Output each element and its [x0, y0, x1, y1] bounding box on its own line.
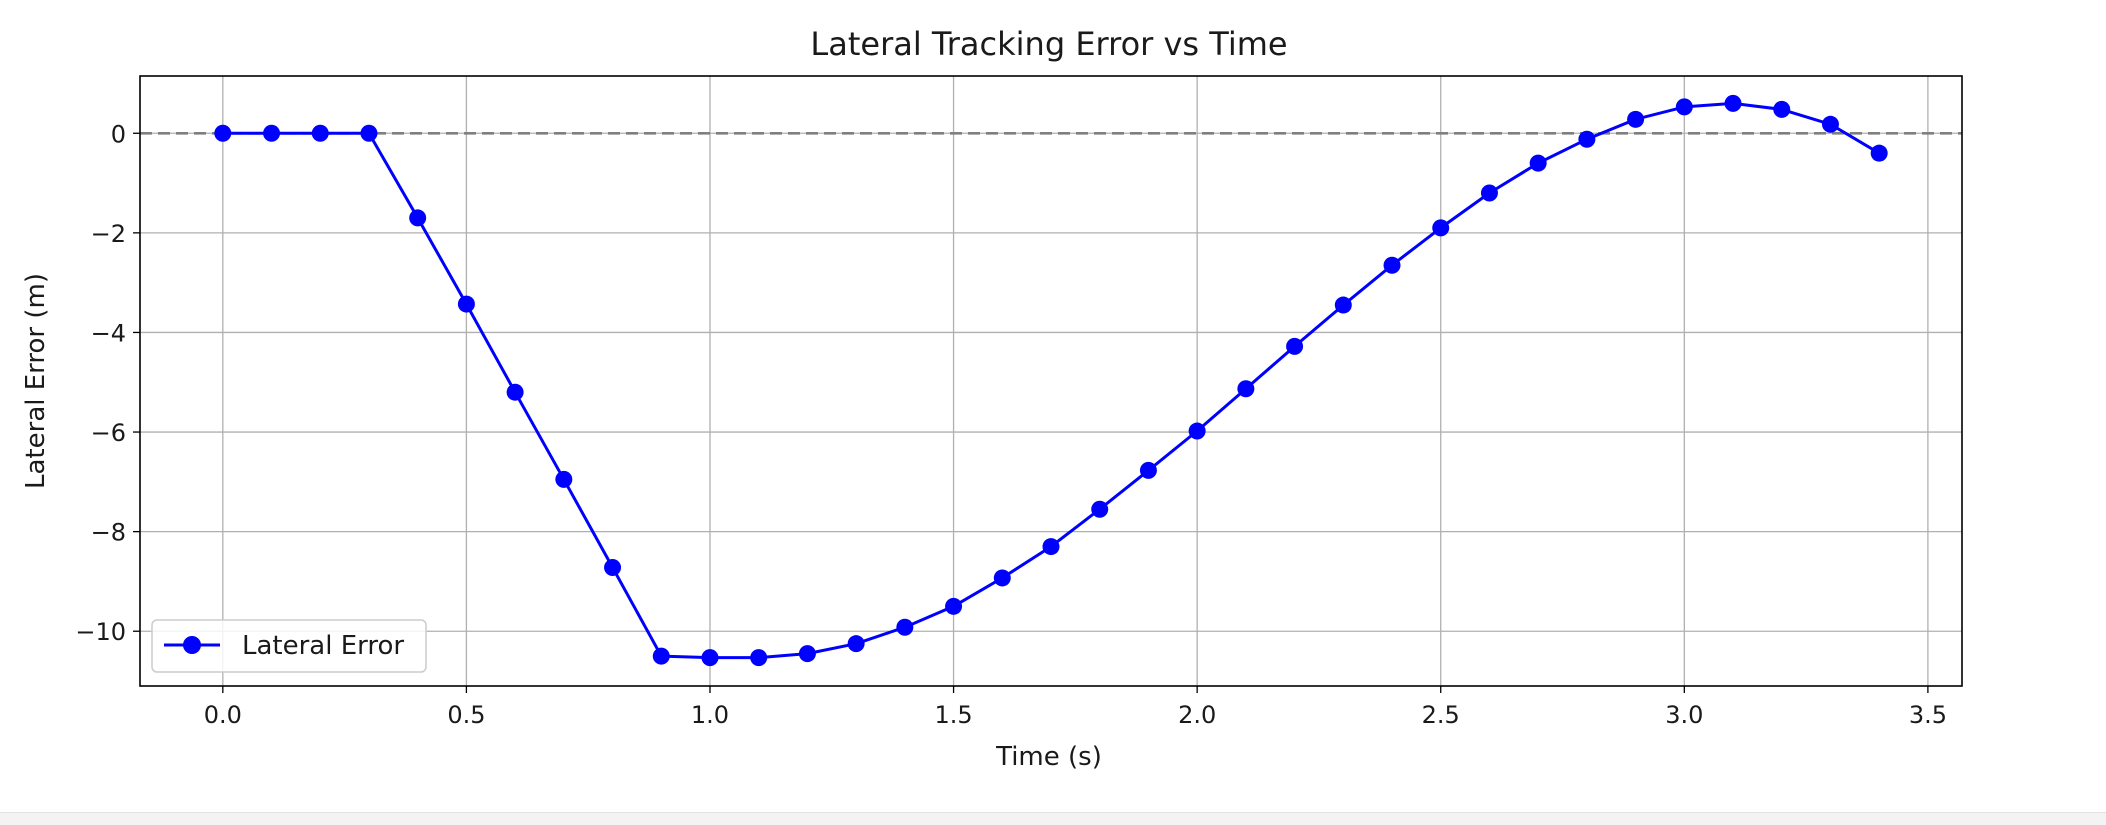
y-tick-label: −6 — [91, 419, 126, 447]
data-point — [360, 124, 378, 142]
data-point — [457, 295, 475, 313]
data-point — [1578, 130, 1596, 148]
data-point — [1870, 144, 1888, 162]
legend-label: Lateral Error — [242, 631, 404, 661]
y-tick-label: −4 — [91, 319, 126, 347]
y-axis-label: Lateral Error (m) — [21, 273, 51, 489]
data-point — [263, 124, 281, 142]
data-point — [1627, 110, 1645, 128]
data-point — [506, 383, 524, 401]
data-point — [993, 569, 1011, 587]
data-point — [1480, 184, 1498, 202]
x-tick-label: 2.5 — [1422, 701, 1460, 729]
data-point — [1773, 100, 1791, 118]
data-point — [896, 618, 914, 636]
data-point — [1675, 98, 1693, 116]
series-line — [222, 101, 1880, 660]
data-point — [1286, 337, 1304, 355]
x-axis-ticks: 0.0 0.5 1.0 1.5 2.0 2.5 3.0 3.5 — [204, 686, 1947, 729]
data-point — [652, 647, 670, 665]
data-point — [1821, 115, 1839, 133]
data-point — [1042, 538, 1060, 556]
window-bottom-edge — [0, 812, 2106, 825]
data-point — [1139, 461, 1157, 479]
legend-marker — [183, 636, 201, 654]
x-tick-label: 2.0 — [1178, 701, 1216, 729]
y-tick-label: −2 — [91, 220, 126, 248]
data-point — [1091, 500, 1109, 518]
data-point — [1724, 94, 1742, 112]
data-point — [214, 124, 232, 142]
y-tick-label: −8 — [91, 519, 126, 547]
x-axis-label: Time (s) — [995, 742, 1102, 772]
x-tick-label: 3.5 — [1909, 701, 1947, 729]
x-tick-label: 0.5 — [447, 701, 485, 729]
x-tick-label: 1.0 — [691, 701, 729, 729]
data-point — [1432, 219, 1450, 237]
data-point — [701, 649, 719, 667]
x-tick-label: 3.0 — [1665, 701, 1703, 729]
data-point — [311, 124, 329, 142]
data-point — [555, 470, 573, 488]
legend: Lateral Error — [151, 619, 427, 673]
y-tick-label: 0 — [111, 120, 126, 148]
data-point — [409, 209, 427, 227]
data-point — [798, 645, 816, 663]
data-point — [1237, 380, 1255, 398]
data-point — [1334, 296, 1352, 314]
data-point — [847, 635, 865, 653]
grid — [140, 76, 1962, 686]
data-point — [1383, 256, 1401, 274]
x-tick-label: 0.0 — [204, 701, 242, 729]
data-point — [945, 597, 963, 615]
series-lateral-error — [214, 94, 1888, 667]
y-axis-ticks: 0 −2 −4 −6 −8 −10 — [75, 120, 140, 646]
chart-title: Lateral Tracking Error vs Time — [810, 25, 1287, 63]
x-tick-label: 1.5 — [934, 701, 972, 729]
data-point — [1188, 422, 1206, 440]
legend-box — [151, 619, 427, 673]
data-point — [750, 649, 768, 667]
plot-frame — [139, 75, 1963, 687]
data-point — [1529, 154, 1547, 172]
data-point — [604, 558, 622, 576]
y-tick-label: −10 — [75, 618, 126, 646]
